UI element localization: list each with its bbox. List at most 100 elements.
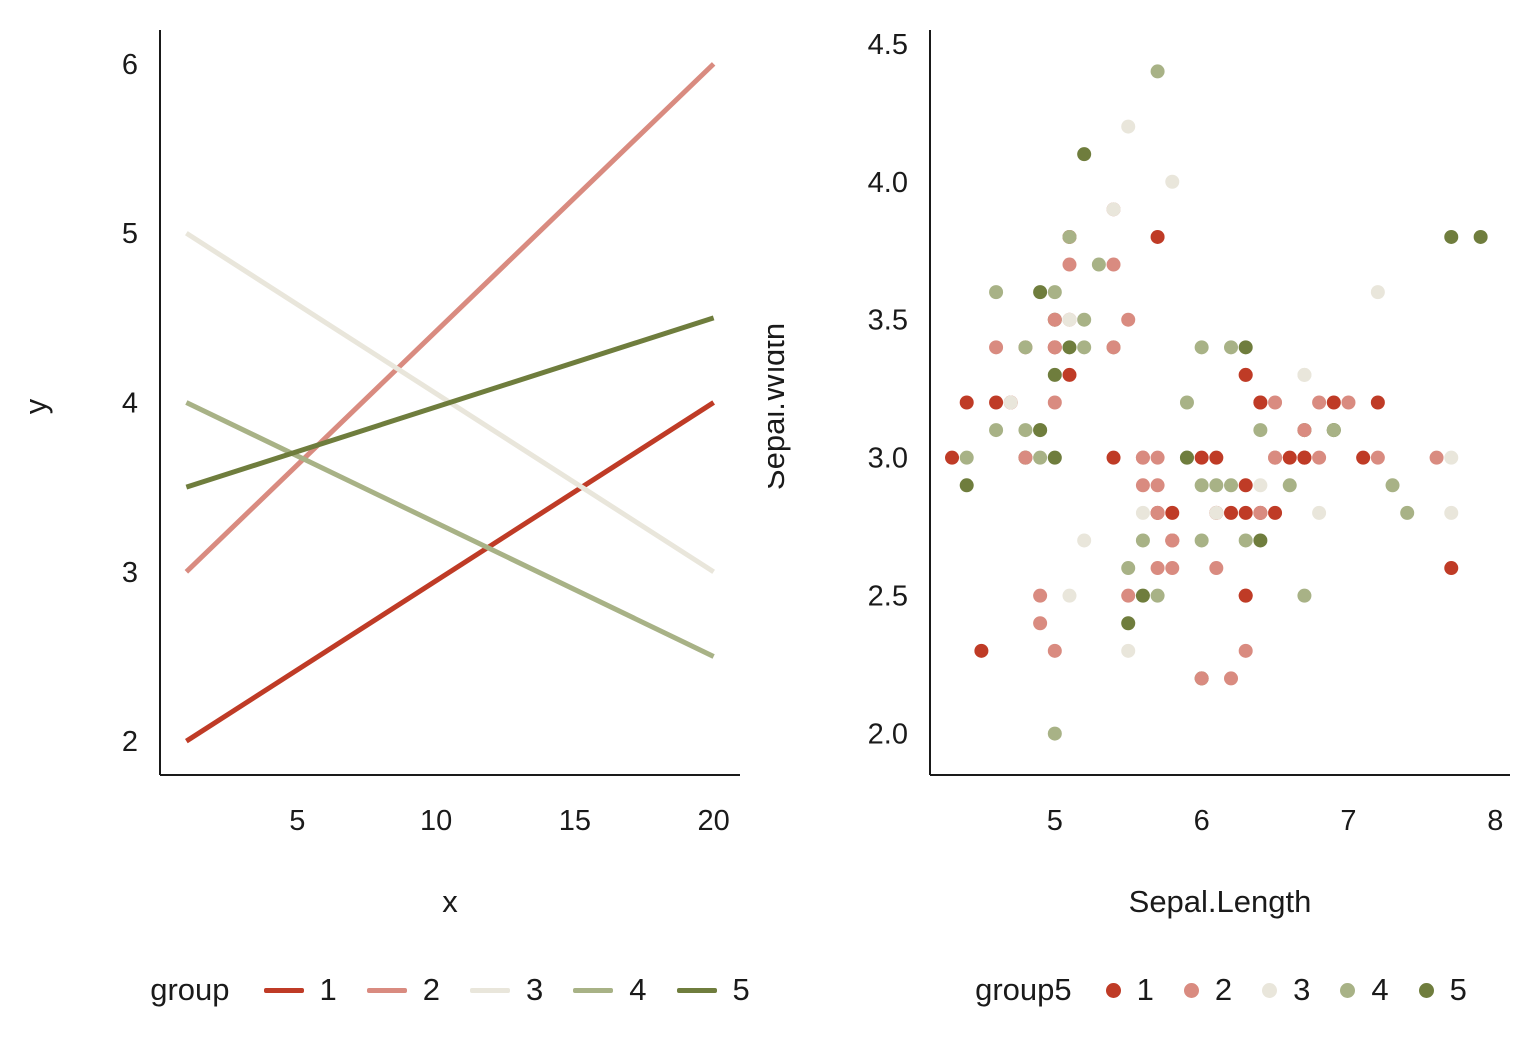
y-axis-title: y (18, 398, 53, 414)
data-point (1370, 395, 1385, 410)
data-point (1121, 588, 1136, 603)
data-point (1429, 450, 1444, 465)
y-tick-label: 6 (122, 49, 138, 81)
legend-entry-label: 1 (319, 972, 337, 1007)
data-point (1268, 450, 1283, 465)
data-point (1047, 395, 1062, 410)
y-tick-label: 5 (122, 218, 138, 250)
data-point (1077, 533, 1092, 548)
data-point (1444, 450, 1459, 465)
data-point (1194, 671, 1209, 686)
x-axis-title: Sepal.Length (1129, 884, 1312, 919)
data-point (1047, 643, 1062, 658)
data-point (1385, 478, 1400, 493)
data-point (1209, 478, 1224, 493)
data-point (1150, 229, 1165, 244)
data-point (1077, 312, 1092, 327)
legend-title: group5 (975, 972, 1072, 1007)
data-point (1150, 478, 1165, 493)
legend-line-swatch-icon (470, 987, 511, 993)
data-point (1326, 423, 1341, 438)
data-point (1312, 505, 1327, 520)
data-point (1106, 257, 1121, 272)
data-point (1135, 505, 1150, 520)
y-tick-label: 3.5 (868, 305, 908, 337)
y-tick-label: 4 (122, 388, 138, 420)
data-point (1062, 367, 1077, 382)
data-point (1135, 588, 1150, 603)
data-point (1135, 533, 1150, 548)
data-point (1047, 726, 1062, 741)
data-point (1444, 505, 1459, 520)
data-point (974, 643, 989, 658)
y-tick-label: 2.0 (868, 719, 908, 751)
data-point (1003, 395, 1018, 410)
data-point (1194, 340, 1209, 355)
data-point (1165, 174, 1180, 189)
data-point (1047, 312, 1062, 327)
legend-dot-swatch-icon (1183, 982, 1199, 998)
scatter-chart-legend: group5 1 2 3 4 5 (930, 968, 1512, 1012)
legend-dot-swatch-icon (1262, 982, 1278, 998)
data-point (1150, 64, 1165, 79)
legend-dot-swatch-icon (1105, 982, 1121, 998)
legend-entry-label: 3 (1293, 972, 1311, 1007)
data-point (1238, 505, 1253, 520)
data-point (1121, 312, 1136, 327)
y-tick-label: 2.5 (868, 581, 908, 613)
data-point (1253, 395, 1268, 410)
x-tick-label: 5 (289, 805, 305, 837)
legend-line-swatch-icon (676, 987, 717, 993)
data-point (1209, 561, 1224, 576)
data-point (1150, 505, 1165, 520)
data-point (1018, 450, 1033, 465)
data-point (1444, 229, 1459, 244)
data-point (1312, 395, 1327, 410)
legend-entry-5: 5 (1418, 972, 1467, 1008)
x-tick-label: 20 (698, 805, 730, 837)
data-point (1165, 505, 1180, 520)
data-point (1194, 478, 1209, 493)
data-point (1400, 505, 1415, 520)
legend-entry-label: 5 (1449, 972, 1467, 1007)
data-point (1106, 340, 1121, 355)
y-tick-label: 3 (122, 557, 138, 589)
data-point (1253, 478, 1268, 493)
data-point (1209, 505, 1224, 520)
data-point (1444, 561, 1459, 576)
data-point (959, 478, 974, 493)
data-point (1018, 423, 1033, 438)
data-point (1224, 671, 1239, 686)
data-point (1062, 588, 1077, 603)
data-point (1238, 533, 1253, 548)
legend-entry-4: 4 (573, 972, 647, 1008)
data-point (1106, 202, 1121, 217)
data-point (1165, 561, 1180, 576)
data-point (1224, 340, 1239, 355)
data-point (1253, 505, 1268, 520)
legend-dot-swatch-icon (1340, 982, 1356, 998)
data-point (1253, 423, 1268, 438)
data-point (1135, 478, 1150, 493)
data-point (1297, 367, 1312, 382)
data-point (1282, 478, 1297, 493)
x-axis-title: x (442, 884, 458, 919)
series-line-2 (184, 62, 716, 574)
line-chart-legend: group 1 2 3 4 5 (150, 968, 750, 1012)
data-point (1209, 450, 1224, 465)
data-point (1033, 450, 1048, 465)
data-point (1224, 478, 1239, 493)
data-point (1282, 450, 1297, 465)
data-point (1297, 423, 1312, 438)
legend-entry-label: 1 (1136, 972, 1154, 1007)
scatter-chart: 5 6 7 8 2.0 2.5 3.0 3.5 4.0 4.5 Sepal.Length Sepal.… (768, 29, 1510, 919)
data-point (1150, 588, 1165, 603)
legend-entry-label: 2 (1214, 972, 1233, 1007)
data-point (1268, 395, 1283, 410)
y-tick-label: 4.5 (868, 29, 908, 61)
data-point (1370, 285, 1385, 300)
data-point (1150, 450, 1165, 465)
data-point (1121, 643, 1136, 658)
data-point (1121, 616, 1136, 631)
legend-entry-1: 1 (1105, 972, 1154, 1008)
